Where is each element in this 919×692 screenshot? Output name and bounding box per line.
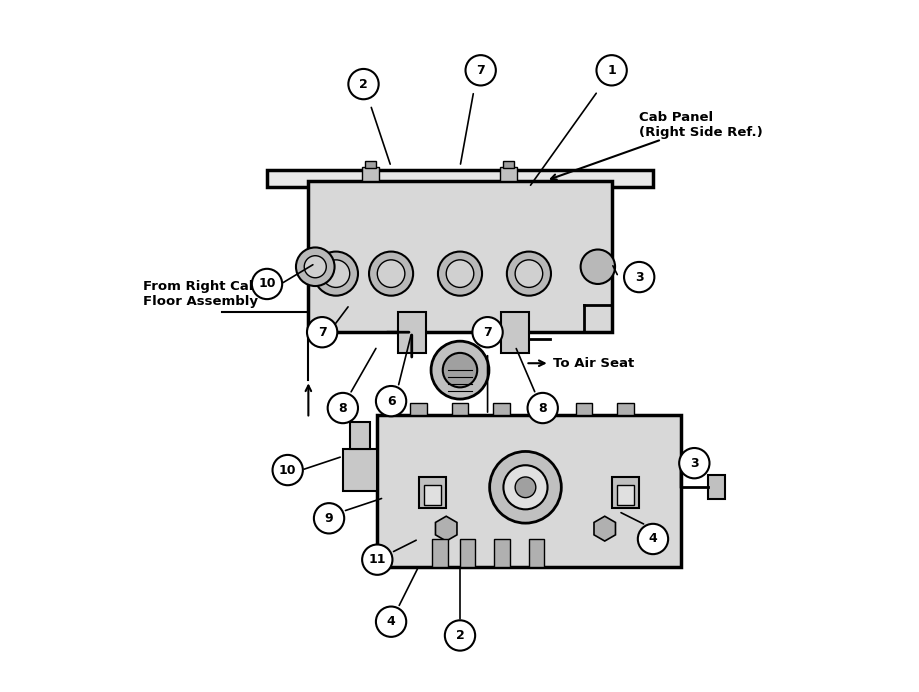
Circle shape [580,250,615,284]
Bar [424,485,441,504]
Circle shape [506,252,550,295]
Circle shape [445,620,474,650]
Text: 8: 8 [538,401,547,415]
Circle shape [348,69,379,99]
Circle shape [527,393,557,424]
Circle shape [431,341,488,399]
Bar [493,403,509,415]
Circle shape [678,448,709,478]
Text: 2: 2 [358,78,368,91]
Circle shape [446,260,473,287]
Circle shape [307,317,337,347]
Bar [365,161,376,168]
Circle shape [313,252,357,295]
Bar [451,403,468,415]
Circle shape [442,353,477,388]
Circle shape [322,260,349,287]
FancyBboxPatch shape [308,181,611,332]
Bar [502,161,513,168]
FancyBboxPatch shape [377,415,680,567]
Circle shape [437,252,482,295]
Circle shape [465,55,495,86]
Text: 7: 7 [317,326,326,338]
Bar [343,449,377,491]
Circle shape [377,260,404,287]
Circle shape [296,248,335,286]
Bar [534,403,550,415]
Text: 3: 3 [689,457,698,470]
Text: 10: 10 [278,464,296,477]
Text: 4: 4 [648,532,657,545]
Text: 10: 10 [258,277,276,291]
Text: 3: 3 [634,271,642,284]
Circle shape [596,55,626,86]
Bar [494,539,509,567]
Bar [362,167,379,181]
Bar [501,311,528,353]
Text: 8: 8 [338,401,346,415]
Bar [617,485,634,504]
Bar [460,539,474,567]
Circle shape [515,260,542,287]
Circle shape [489,451,561,523]
Text: 4: 4 [386,615,395,628]
Bar [528,539,543,567]
Text: From Right Cab
Floor Assembly: From Right Cab Floor Assembly [142,280,258,309]
Circle shape [515,477,535,498]
Bar [418,477,446,508]
Circle shape [304,256,326,277]
Text: 7: 7 [482,326,492,338]
Text: 7: 7 [476,64,484,77]
FancyBboxPatch shape [267,170,652,188]
Bar [499,167,516,181]
Circle shape [369,252,413,295]
Text: 6: 6 [386,394,395,408]
Bar [617,403,633,415]
Bar [349,422,370,449]
Text: 9: 9 [324,512,333,525]
Circle shape [313,503,344,534]
Text: 2: 2 [455,629,464,642]
Circle shape [503,465,547,509]
Bar [432,539,448,567]
Circle shape [376,386,406,417]
Circle shape [471,317,502,347]
Circle shape [637,524,667,554]
Bar [575,403,592,415]
Text: 11: 11 [369,553,386,566]
Text: 1: 1 [607,64,616,77]
Circle shape [327,393,357,424]
Text: To Air Seat: To Air Seat [552,357,633,370]
Bar [611,477,639,508]
Circle shape [252,268,282,299]
Text: Cab Panel
(Right Side Ref.): Cab Panel (Right Side Ref.) [550,111,762,180]
Circle shape [272,455,302,485]
Bar [410,403,426,415]
Bar [398,311,425,353]
Circle shape [362,545,392,575]
Circle shape [376,606,406,637]
Circle shape [623,262,653,292]
Bar [708,475,724,499]
